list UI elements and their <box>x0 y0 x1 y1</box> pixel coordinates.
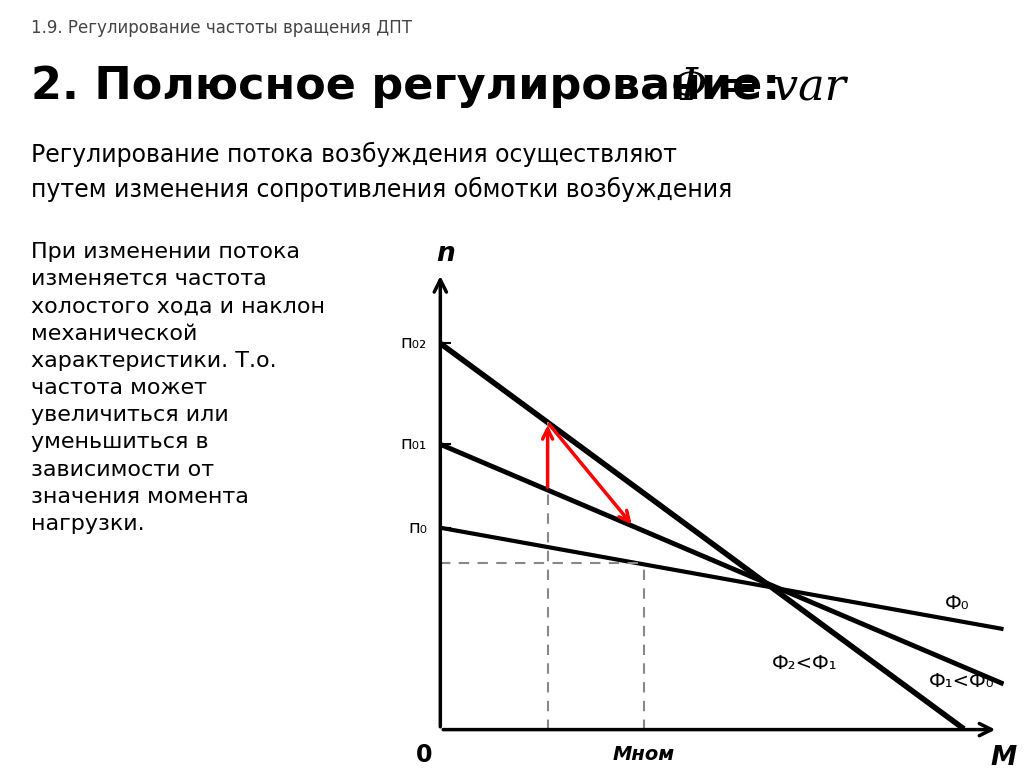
Text: n: n <box>436 240 455 266</box>
Text: 2. Полюсное регулирование:: 2. Полюсное регулирование: <box>31 65 811 108</box>
Text: M: M <box>990 745 1017 768</box>
Text: п₀₁: п₀₁ <box>400 435 427 453</box>
Text: п₀₂: п₀₂ <box>400 334 427 353</box>
Text: Φ = var: Φ = var <box>671 65 846 108</box>
Text: 1.9. Регулирование частоты вращения ДПТ: 1.9. Регулирование частоты вращения ДПТ <box>31 19 412 37</box>
Text: Мном: Мном <box>613 745 675 764</box>
Text: 0: 0 <box>416 743 432 766</box>
Text: При изменении потока
изменяется частота
холостого хода и наклон
механической
хар: При изменении потока изменяется частота … <box>31 242 325 534</box>
Text: Регулирование потока возбуждения осуществляют
путем изменения сопротивления обмо: Регулирование потока возбуждения осущест… <box>31 142 732 203</box>
Text: Ф₂<Ф₁: Ф₂<Ф₁ <box>772 654 838 673</box>
Text: Ф₀: Ф₀ <box>944 594 969 613</box>
Text: Ф₁<Ф₀: Ф₁<Ф₀ <box>929 672 994 690</box>
Text: п₀: п₀ <box>408 518 427 537</box>
